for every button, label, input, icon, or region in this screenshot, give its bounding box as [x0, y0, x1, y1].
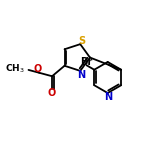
Text: S: S — [78, 36, 86, 46]
Text: CH$_3$: CH$_3$ — [5, 63, 24, 75]
Text: N: N — [77, 70, 85, 80]
Text: O: O — [34, 64, 42, 74]
Text: N: N — [104, 92, 112, 102]
Text: O: O — [48, 88, 56, 98]
Text: Br: Br — [80, 57, 92, 67]
